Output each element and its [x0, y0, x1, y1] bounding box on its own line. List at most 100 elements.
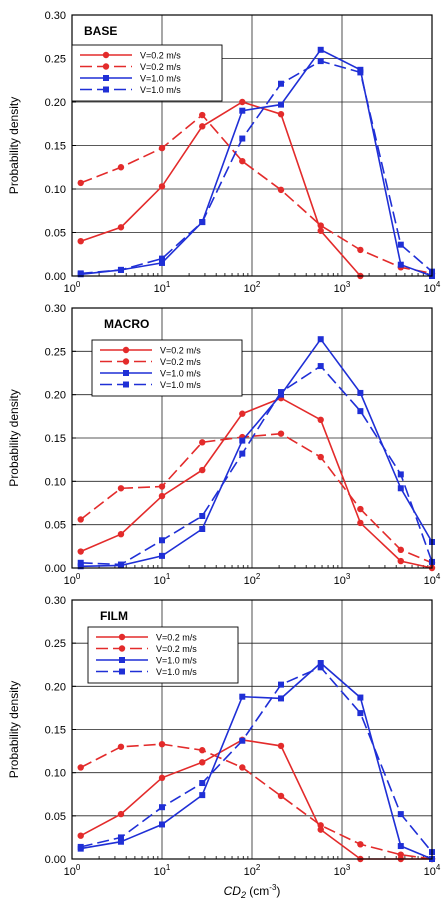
data-point — [159, 804, 165, 811]
legend-label: V=1.0 m/s — [160, 369, 201, 379]
y-tick-label: 0.05 — [45, 811, 66, 823]
data-point — [117, 531, 125, 538]
x-axis-label: CD2 (cm-3) — [224, 883, 281, 900]
data-point — [158, 483, 166, 490]
data-point — [277, 186, 285, 194]
data-point — [77, 832, 84, 839]
data-point — [117, 224, 125, 231]
data-point — [397, 851, 404, 858]
data-point — [199, 439, 206, 446]
series-1 — [77, 740, 436, 863]
data-point — [317, 822, 324, 829]
data-point — [397, 546, 404, 553]
series-line — [80, 365, 433, 566]
x-tick-label: 103 — [334, 863, 351, 878]
data-point — [159, 821, 165, 828]
data-point — [317, 46, 324, 53]
data-point — [397, 241, 404, 248]
data-point — [77, 270, 84, 277]
data-point — [199, 526, 206, 532]
legend: V=0.2 m/sV=0.2 m/s V=1.0 m/sV=1.0 m/s — [87, 626, 239, 684]
x-tick-label: 102 — [244, 280, 261, 295]
legend-marker — [103, 86, 109, 93]
y-tick-label: 0.10 — [45, 184, 66, 196]
y-axis-label: Probability density — [7, 389, 21, 486]
data-point — [277, 742, 285, 750]
data-point — [117, 838, 124, 845]
data-point — [199, 123, 206, 130]
data-point — [117, 810, 125, 818]
x-tick-label: 100 — [64, 572, 81, 587]
series-line — [80, 60, 433, 275]
data-point — [277, 695, 284, 702]
y-tick-label: 0.30 — [45, 303, 66, 315]
data-point — [239, 107, 246, 114]
legend-marker — [122, 346, 130, 354]
data-point — [239, 764, 246, 771]
data-point — [357, 841, 364, 848]
data-point — [277, 389, 284, 396]
y-tick-label: 0.15 — [45, 433, 66, 445]
legend-marker — [123, 381, 129, 388]
data-point — [199, 466, 206, 474]
data-point — [277, 792, 285, 800]
data-point — [397, 261, 404, 268]
data-point — [239, 437, 246, 444]
series-line — [80, 661, 433, 860]
legend: V=0.2 m/sV=0.2 m/s V=1.0 m/sV=1.0 m/s — [71, 44, 223, 102]
y-tick-label: 0.00 — [45, 563, 66, 575]
data-point — [397, 843, 404, 850]
x-tick-label: 102 — [244, 572, 261, 587]
data-point — [158, 144, 166, 152]
x-tick-label: 101 — [154, 572, 171, 587]
data-point — [317, 227, 324, 234]
series-line — [80, 666, 433, 853]
data-point — [199, 219, 206, 226]
legend-marker — [102, 51, 110, 59]
legend-label: V=0.2 m/s — [156, 644, 197, 654]
data-point — [117, 164, 125, 171]
legend-label: V=1.0 m/s — [140, 85, 181, 95]
x-tick-label: 100 — [64, 863, 81, 878]
legend-label: V=0.2 m/s — [160, 357, 201, 367]
data-point — [199, 747, 206, 754]
x-tick-label: 104 — [424, 863, 441, 878]
data-point — [239, 693, 246, 700]
data-point — [77, 559, 84, 566]
series-line — [80, 397, 433, 569]
chart-panel-film: 0.00 0.05 0.10 0.15 0.20 0.25 0.30 100 101 102 103… — [7, 595, 441, 900]
data-point — [77, 548, 84, 555]
data-point — [277, 430, 285, 437]
legend-label: V=1.0 m/s — [156, 667, 197, 677]
data-point — [317, 336, 324, 343]
data-point — [199, 513, 206, 519]
data-point — [317, 453, 324, 461]
legend-marker — [122, 358, 130, 365]
panel-title: MACRO — [104, 317, 149, 331]
data-point — [77, 238, 84, 245]
y-tick-label: 0.10 — [45, 476, 66, 488]
data-point — [397, 485, 404, 492]
data-point — [77, 764, 84, 771]
data-point — [317, 664, 324, 671]
data-point — [158, 774, 166, 782]
data-point — [77, 563, 84, 570]
legend-label: V=0.2 m/s — [156, 633, 197, 643]
data-point — [277, 681, 284, 688]
series-1 — [77, 430, 436, 566]
x-tick-label: 103 — [334, 280, 351, 295]
data-point — [159, 259, 165, 266]
data-point — [159, 552, 165, 559]
legend-label: V=1.0 m/s — [160, 380, 201, 390]
data-point — [199, 792, 206, 799]
data-point — [117, 834, 124, 841]
data-point — [199, 759, 206, 766]
data-point — [357, 246, 364, 254]
data-point — [357, 389, 364, 396]
y-axis-label: Probability density — [7, 97, 21, 194]
series-0 — [77, 98, 364, 280]
chart-panel-base: 0.00 0.05 0.10 0.15 0.20 0.25 0.30 100 101 102 103… — [7, 10, 441, 295]
data-point — [158, 183, 166, 190]
y-tick-label: 0.20 — [45, 390, 66, 402]
